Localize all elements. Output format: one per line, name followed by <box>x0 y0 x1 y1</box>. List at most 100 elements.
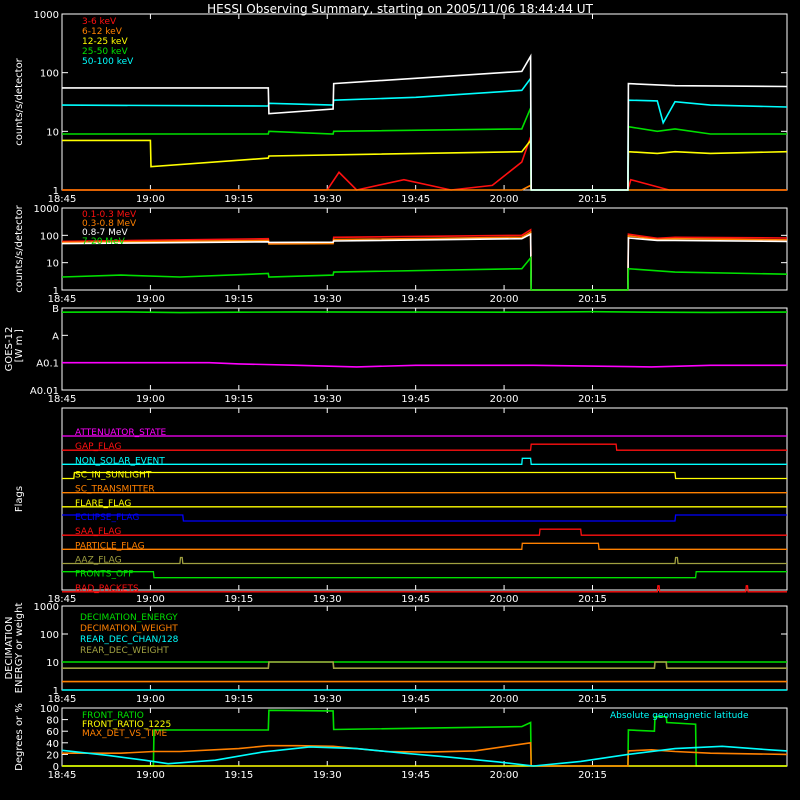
series-line-3 <box>62 138 788 191</box>
x-tick-label: 20:00 <box>490 394 519 405</box>
x-tick-label: 20:00 <box>490 770 519 781</box>
flag-line <box>62 471 787 480</box>
x-tick-label: 19:00 <box>136 770 165 781</box>
legend-entry: 12-25 keV <box>82 37 128 47</box>
panel-frame <box>61 207 788 291</box>
legend-entry: 25-50 keV <box>82 47 128 57</box>
x-tick-label: 19:30 <box>313 770 342 781</box>
y-axis-label: Degrees or % <box>14 703 25 771</box>
panel-5: 18:45 19:00 19:15 19:30 19:45 20:00 20:15 1 10 10… <box>4 602 788 705</box>
flag-label: FRONTS_OFF <box>75 570 133 580</box>
x-tick-label: 18:45 <box>48 770 77 781</box>
legend-entry: MAX_DET_VS_TIME <box>82 729 167 739</box>
y-tick-label: B <box>52 304 59 315</box>
flag-label: GAP_FLAG <box>75 442 121 452</box>
x-tick-label: 19:30 <box>313 594 342 605</box>
flag-label: SC_TRANSMITTER <box>75 485 155 495</box>
series-line-6 <box>62 53 788 191</box>
flag-label: SAA_FLAG <box>75 527 121 537</box>
panel-frame <box>61 307 788 391</box>
x-tick-label: 18:45 <box>48 594 77 605</box>
x-tick-label: 18:45 <box>48 694 77 705</box>
legend-entry: DECIMATION_WEIGHT <box>80 624 178 634</box>
legend-entry: FRONT_RATIO_1225 <box>82 720 171 730</box>
series-line-1 <box>61 310 788 314</box>
flag-label: SC_IN_SUNLIGHT <box>75 471 152 481</box>
x-tick-label: 19:15 <box>224 394 253 405</box>
x-tick-label: 19:30 <box>313 394 342 405</box>
y-axis-label-2: [W m <box>14 336 25 363</box>
series-line-3 <box>61 232 788 291</box>
x-tick-label: 19:00 <box>136 394 165 405</box>
y-tick-label: 1 <box>53 686 59 697</box>
x-tick-label: 19:15 <box>224 194 253 205</box>
y-tick-label: 80 <box>46 716 59 727</box>
legend-entry: DECIMATION_ENERGY <box>80 613 178 623</box>
series-line-4 <box>61 255 788 291</box>
y-axis-label: GOES-12 <box>4 327 15 372</box>
x-tick-label: 20:15 <box>578 770 607 781</box>
legend-entry: FRONT_RATIO <box>82 711 144 721</box>
panel-1: 18:45 19:00 19:15 19:30 19:45 20:00 20:15 1 10 10… <box>14 10 788 205</box>
flag-label: ATTENUATOR_STATE <box>75 428 167 438</box>
x-tick-label: 19:45 <box>401 394 430 405</box>
y-tick-label: 1000 <box>34 10 59 21</box>
x-tick-label: 18:45 <box>48 294 77 305</box>
x-tick-label: 19:30 <box>313 194 342 205</box>
y-tick-label: 0 <box>53 762 59 773</box>
x-tick-label: 20:00 <box>490 694 519 705</box>
x-tick-label: 20:15 <box>578 394 607 405</box>
x-tick-label: 19:30 <box>313 694 342 705</box>
x-tick-label: 19:45 <box>401 694 430 705</box>
panel-4: 18:45 19:00 19:15 19:30 19:45 20:00 20:15 Flags… <box>14 407 788 605</box>
series-line-1 <box>62 136 787 191</box>
panel-3: 18:45 19:00 19:15 19:30 19:45 20:00 20:15 B A A0.… <box>4 304 788 405</box>
legend-entry: 0.8-7 MeV <box>82 228 128 238</box>
x-tick-label: 20:00 <box>490 194 519 205</box>
x-tick-label: 20:15 <box>578 694 607 705</box>
x-tick-label: 19:15 <box>224 594 253 605</box>
flag-label: FLARE_FLAG <box>75 499 131 509</box>
y-tick-label: 60 <box>46 727 59 738</box>
flag-line <box>62 542 787 550</box>
series-line-2 <box>62 361 787 368</box>
panel-frame <box>61 407 788 591</box>
flag-label: NON_SOLAR_EVENT <box>75 456 165 466</box>
flag-label: BAD_PACKETS <box>75 584 139 594</box>
flag-line <box>62 443 787 451</box>
x-tick-label: 18:45 <box>48 394 77 405</box>
series-line-3 <box>62 741 788 767</box>
flag-line <box>62 514 787 522</box>
series-line-4 <box>61 745 788 767</box>
flag-label: AAZ_FLAG <box>75 556 122 566</box>
annotation-label: Absolute geomagnetic latitude <box>610 711 749 721</box>
y-tick-label: 1 <box>53 186 59 197</box>
x-tick-label: 20:15 <box>578 294 607 305</box>
y-tick-label: 10 <box>46 658 59 669</box>
series-line-2 <box>62 184 787 191</box>
y-tick-label: 10 <box>46 127 59 138</box>
y-tick-label: 40 <box>46 739 59 750</box>
x-tick-label: 20:00 <box>490 294 519 305</box>
flag-line <box>62 556 787 565</box>
panels: 18:45 19:00 19:15 19:30 19:45 20:00 20:1511010… <box>4 10 788 781</box>
y-tick-label: 1 <box>53 286 59 297</box>
y-tick-label: 1000 <box>34 204 59 215</box>
y-axis-label-3: ] <box>14 329 25 333</box>
y-tick-label: 100 <box>40 231 59 242</box>
series-line-4 <box>62 661 787 670</box>
legend-entry: 6-12 keV <box>82 27 123 37</box>
y-axis-label: counts/s/detector <box>14 57 25 145</box>
x-tick-label: 18:45 <box>48 194 77 205</box>
legend-entry: 7-20 MeV <box>82 237 126 247</box>
x-tick-label: 19:45 <box>401 594 430 605</box>
x-tick-label: 19:30 <box>313 294 342 305</box>
y-axis-label: counts/s/detector <box>14 204 25 292</box>
x-tick-label: 19:15 <box>224 694 253 705</box>
x-tick-label: 19:00 <box>136 194 165 205</box>
flag-label: PARTICLE_FLAG <box>75 541 145 551</box>
legend-entry: 0.3-0.8 MeV <box>82 219 137 229</box>
flag-label: ECLIPSE_FLAG <box>75 513 139 523</box>
flag-line <box>62 585 787 593</box>
